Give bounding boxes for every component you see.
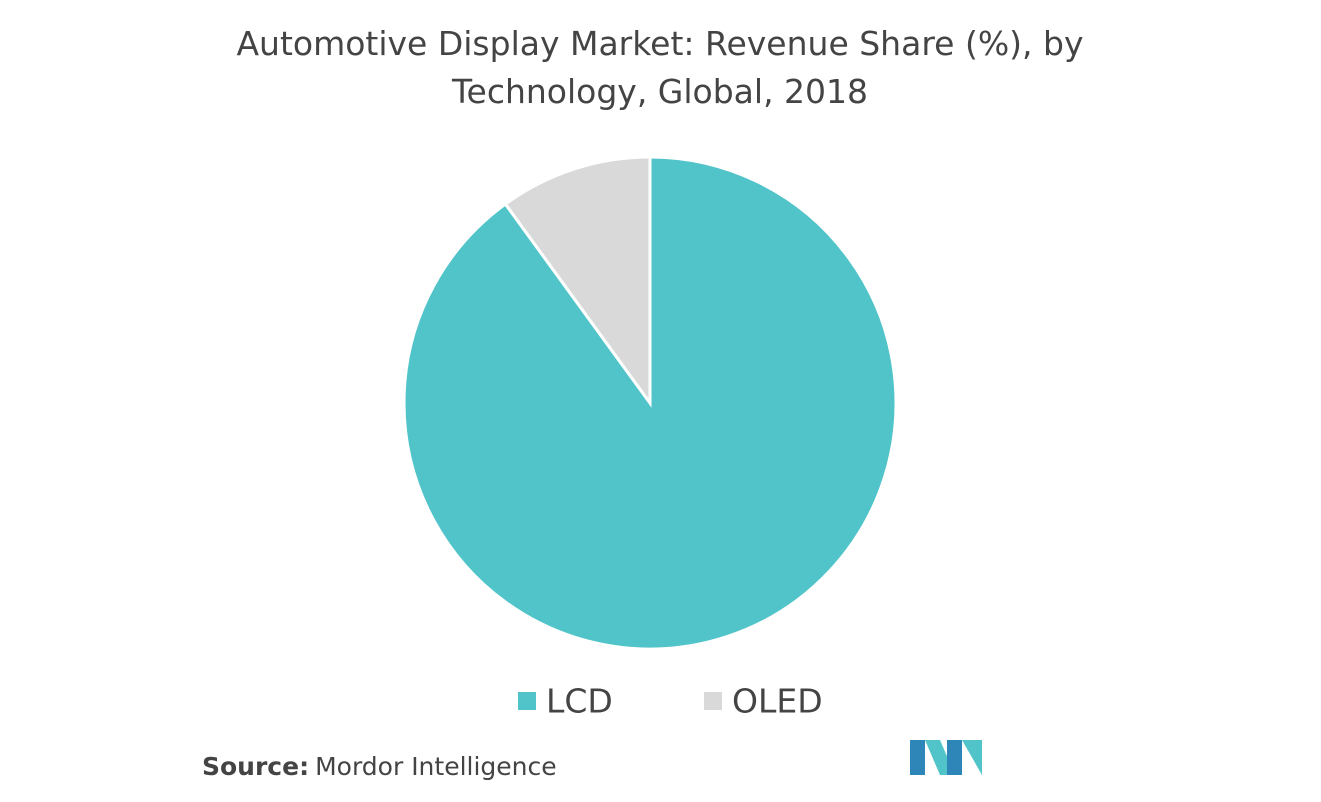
source-text: Mordor Intelligence (315, 752, 557, 781)
legend-swatch (704, 692, 722, 710)
legend-label: LCD (546, 682, 613, 721)
pie-slice (503, 155, 652, 408)
legend-label: OLED (732, 682, 823, 721)
source-label: Source: (202, 752, 309, 781)
logo (910, 740, 982, 775)
pie-slice (402, 155, 898, 651)
legend-swatch (518, 692, 536, 710)
source: Source: Mordor Intelligence (202, 752, 557, 781)
chart-title: Automotive Display Market: Revenue Share… (236, 24, 1084, 111)
